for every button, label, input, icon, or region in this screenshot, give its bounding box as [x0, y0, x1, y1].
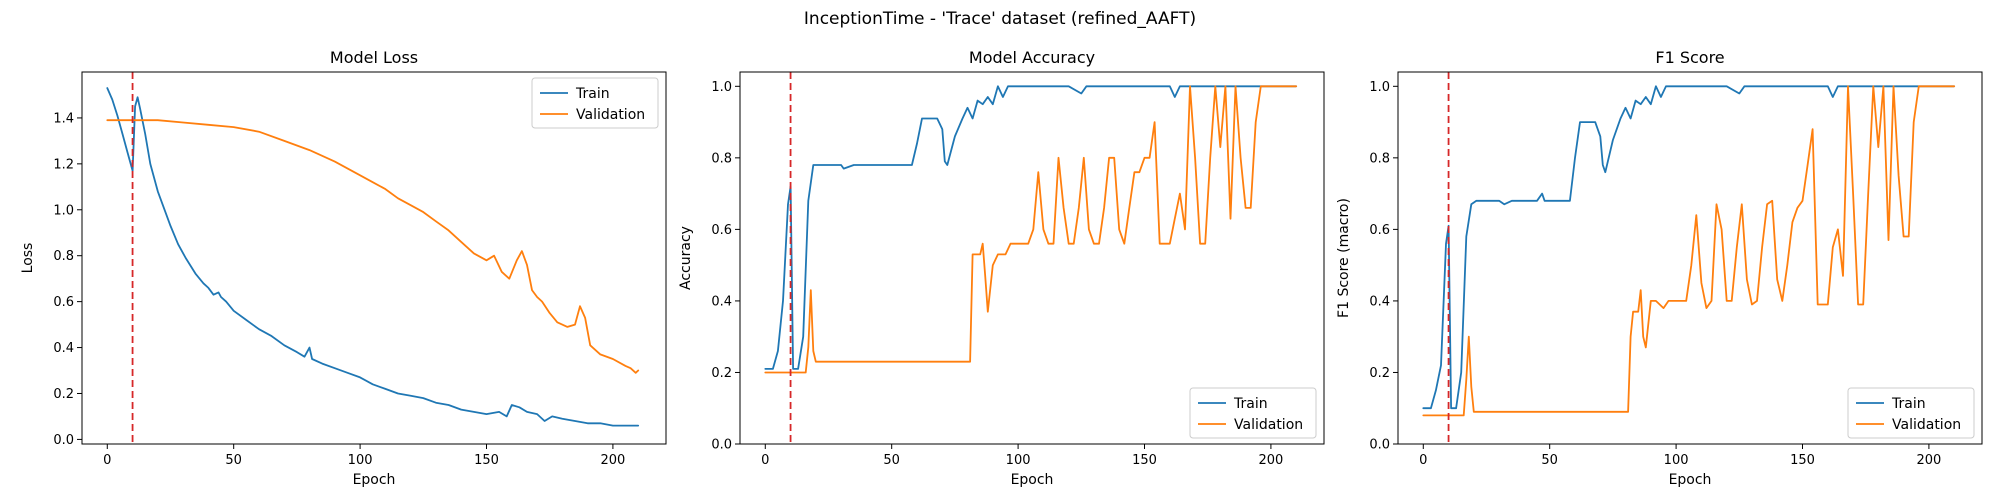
y-tick-label: 1.0 [53, 203, 74, 218]
y-tick-label: 0.8 [1369, 151, 1390, 166]
y-tick-label: 0.4 [53, 341, 74, 356]
y-tick-label: 0.2 [53, 387, 74, 402]
y-tick-label: 0.2 [1369, 366, 1390, 381]
plot-area [764, 72, 1298, 444]
plot-area [1422, 72, 1956, 444]
legend: Train Validation [531, 77, 659, 129]
legend-box [1847, 387, 1975, 439]
chart-panel: Model Loss 0 50 100 150 200 0.0 0.2 0.4 0.6 0.8 1.0… [20, 48, 667, 488]
y-tick-label: 1.2 [53, 157, 74, 172]
x-tick-label: 100 [1664, 453, 1689, 468]
y-tick-label: 0.6 [53, 295, 74, 310]
validation-legend-label: Validation [1892, 417, 1961, 433]
x-tick-label: 200 [600, 453, 625, 468]
x-tick-label: 0 [1419, 453, 1427, 468]
chart-title: F1 Score [1655, 48, 1724, 67]
y-tick-label: 0.8 [53, 249, 74, 264]
validation-series-line [106, 119, 640, 374]
panels: Model Loss 0 50 100 150 200 0.0 0.2 0.4 0.6 0.8 1.0… [20, 48, 1983, 488]
y-tick-label: 1.0 [1369, 80, 1390, 95]
validation-legend-label: Validation [576, 107, 645, 123]
train-series-line [106, 87, 640, 427]
legend-box [1189, 387, 1317, 439]
axes-frame [1397, 71, 1983, 445]
x-tick-label: 50 [225, 453, 242, 468]
train-series-line [1422, 85, 1956, 410]
x-tick-label: 100 [1006, 453, 1031, 468]
y-axis-label: Loss [20, 243, 36, 274]
y-tick-label: 1.4 [53, 111, 74, 126]
y-tick-label: 0.6 [711, 223, 732, 238]
plot-area [106, 72, 640, 444]
y-tick-label: 0.2 [711, 366, 732, 381]
train-legend-label: Train [575, 86, 610, 102]
x-tick-label: 50 [1541, 453, 1558, 468]
y-tick-label: 0.0 [711, 438, 732, 453]
chart-title: Model Accuracy [969, 48, 1095, 67]
validation-series-line [1422, 85, 1956, 417]
chart-panel: Model Accuracy 0 50 100 150 200 0.0 0.2 0.4 0.6 0.… [678, 48, 1325, 488]
y-tick-label: 0.4 [1369, 294, 1390, 309]
chart-title: Model Loss [330, 48, 418, 67]
y-axis-label: Accuracy [678, 226, 694, 290]
x-tick-label: 150 [1132, 453, 1157, 468]
x-axis-label: Epoch [353, 472, 396, 488]
axes-frame [81, 71, 667, 445]
x-tick-label: 50 [883, 453, 900, 468]
y-tick-label: 0.4 [711, 294, 732, 309]
axes-frame [739, 71, 1325, 445]
x-tick-label: 0 [761, 453, 769, 468]
legend: Train Validation [1189, 387, 1317, 439]
train-legend-label: Train [1233, 396, 1268, 412]
legend-box [531, 77, 659, 129]
y-tick-label: 0.0 [1369, 438, 1390, 453]
chart-panel: F1 Score 0 50 100 150 200 0.0 0.2 0.4 0.6 0.8 1.0 Ep… [1336, 48, 1983, 488]
x-tick-label: 150 [1790, 453, 1815, 468]
y-tick-label: 0.0 [53, 433, 74, 448]
legend: Train Validation [1847, 387, 1975, 439]
validation-series-line [764, 85, 1298, 374]
y-axis-label: F1 Score (macro) [1336, 198, 1352, 318]
train-series-line [764, 85, 1298, 370]
x-tick-label: 0 [103, 453, 111, 468]
y-tick-label: 0.6 [1369, 223, 1390, 238]
x-tick-label: 150 [474, 453, 499, 468]
y-tick-label: 0.8 [711, 151, 732, 166]
train-legend-label: Train [1891, 396, 1926, 412]
validation-legend-label: Validation [1234, 417, 1303, 433]
y-tick-label: 1.0 [711, 80, 732, 95]
figure-title: InceptionTime - 'Trace' dataset (refined… [804, 9, 1196, 29]
x-tick-label: 200 [1258, 453, 1283, 468]
x-tick-label: 200 [1916, 453, 1941, 468]
x-tick-label: 100 [348, 453, 373, 468]
x-axis-label: Epoch [1669, 472, 1712, 488]
x-axis-label: Epoch [1011, 472, 1054, 488]
